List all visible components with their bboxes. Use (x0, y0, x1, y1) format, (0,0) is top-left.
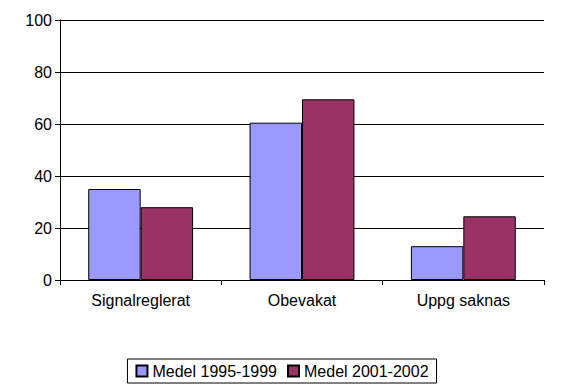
svg-text:Medel 1995-1999: Medel 1995-1999 (152, 363, 277, 380)
svg-text:Uppg saknas: Uppg saknas (417, 292, 510, 309)
svg-text:40: 40 (34, 168, 52, 185)
svg-text:20: 20 (34, 220, 52, 237)
svg-text:80: 80 (34, 64, 52, 81)
svg-text:Obevakat: Obevakat (268, 292, 337, 309)
svg-text:Medel 2001-2002: Medel 2001-2002 (304, 363, 429, 380)
svg-text:0: 0 (43, 272, 52, 289)
svg-text:60: 60 (34, 116, 52, 133)
svg-text:100: 100 (25, 12, 52, 29)
svg-text:Signalreglerat: Signalreglerat (91, 292, 190, 309)
